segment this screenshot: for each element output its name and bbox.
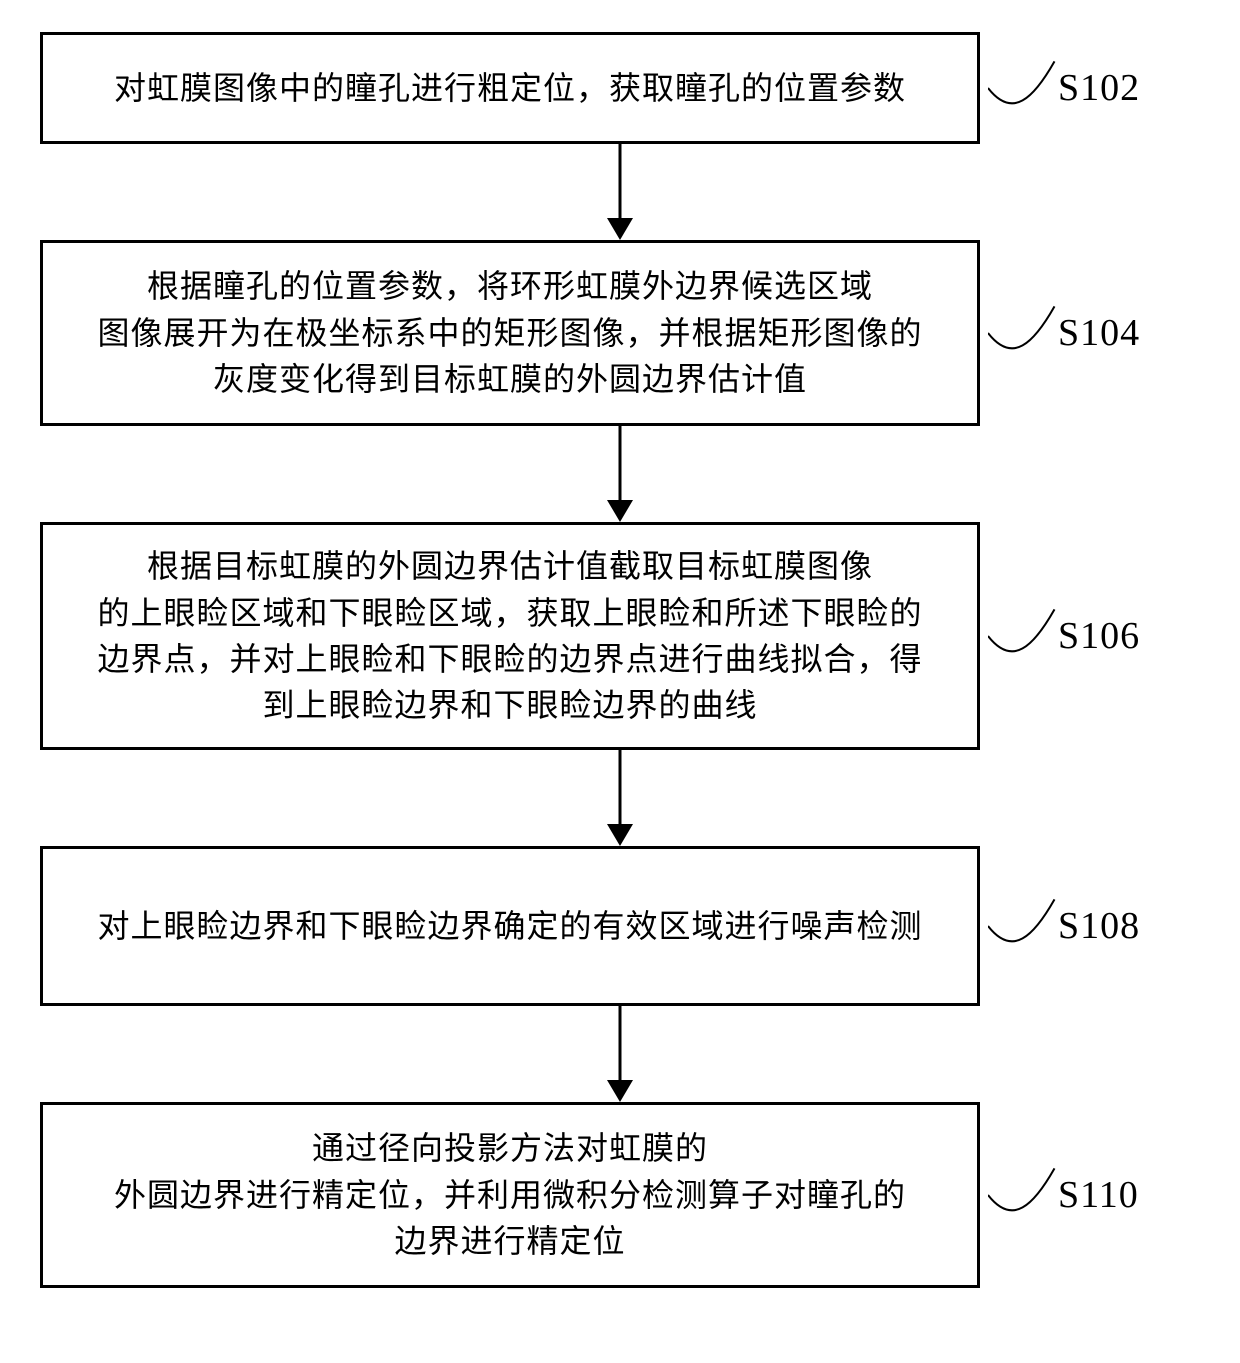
flow-step-box: 对虹膜图像中的瞳孔进行粗定位，获取瞳孔的位置参数 xyxy=(40,32,980,144)
arrow-down-icon xyxy=(590,750,650,846)
flow-step-box: 根据目标虹膜的外圆边界估计值截取目标虹膜图像 的上眼睑区域和下眼睑区域，获取上眼… xyxy=(40,522,980,750)
flow-step-row: 通过径向投影方法对虹膜的 外圆边界进行精定位，并利用微积分检测算子对瞳孔的 边界… xyxy=(40,1102,1200,1288)
flow-step-text: 对虹膜图像中的瞳孔进行粗定位，获取瞳孔的位置参数 xyxy=(114,65,906,111)
flow-step-box: 根据瞳孔的位置参数，将环形虹膜外边界候选区域 图像展开为在极坐标系中的矩形图像，… xyxy=(40,240,980,426)
flow-arrow xyxy=(150,1006,1090,1102)
step-label: S104 xyxy=(1058,311,1140,355)
step-label: S110 xyxy=(1058,1173,1139,1217)
arrow-down-icon xyxy=(590,144,650,240)
flow-step-text: 根据瞳孔的位置参数，将环形虹膜外边界候选区域 图像展开为在极坐标系中的矩形图像，… xyxy=(97,263,922,402)
step-label: S102 xyxy=(1058,66,1140,110)
connector-curve-icon xyxy=(988,298,1058,368)
arrow-down-icon xyxy=(590,1006,650,1102)
flow-step-box: 通过径向投影方法对虹膜的 外圆边界进行精定位，并利用微积分检测算子对瞳孔的 边界… xyxy=(40,1102,980,1288)
flow-step-row: 对上眼睑边界和下眼睑边界确定的有效区域进行噪声检测 S108 xyxy=(40,846,1200,1006)
connector-curve-icon xyxy=(988,1160,1058,1230)
step-label: S108 xyxy=(1058,904,1140,948)
flow-step-box: 对上眼睑边界和下眼睑边界确定的有效区域进行噪声检测 xyxy=(40,846,980,1006)
flowchart-container: 对虹膜图像中的瞳孔进行粗定位，获取瞳孔的位置参数 S102 根据瞳孔的位置参数，… xyxy=(40,32,1200,1288)
arrow-down-icon xyxy=(590,426,650,522)
step-label-group: S110 xyxy=(988,1160,1139,1230)
step-label: S106 xyxy=(1058,614,1140,658)
flow-step-text: 根据目标虹膜的外圆边界估计值截取目标虹膜图像 的上眼睑区域和下眼睑区域，获取上眼… xyxy=(97,543,922,729)
connector-curve-icon xyxy=(988,601,1058,671)
flow-step-row: 对虹膜图像中的瞳孔进行粗定位，获取瞳孔的位置参数 S102 xyxy=(40,32,1200,144)
step-label-group: S102 xyxy=(988,53,1140,123)
step-label-group: S108 xyxy=(988,891,1140,961)
flow-arrow xyxy=(150,144,1090,240)
flow-step-text: 通过径向投影方法对虹膜的 外圆边界进行精定位，并利用微积分检测算子对瞳孔的 边界… xyxy=(114,1125,906,1264)
flow-step-row: 根据目标虹膜的外圆边界估计值截取目标虹膜图像 的上眼睑区域和下眼睑区域，获取上眼… xyxy=(40,522,1200,750)
connector-curve-icon xyxy=(988,891,1058,961)
flow-step-text: 对上眼睑边界和下眼睑边界确定的有效区域进行噪声检测 xyxy=(97,903,922,949)
flow-arrow xyxy=(150,426,1090,522)
flow-arrow xyxy=(150,750,1090,846)
step-label-group: S106 xyxy=(988,601,1140,671)
connector-curve-icon xyxy=(988,53,1058,123)
step-label-group: S104 xyxy=(988,298,1140,368)
flow-step-row: 根据瞳孔的位置参数，将环形虹膜外边界候选区域 图像展开为在极坐标系中的矩形图像，… xyxy=(40,240,1200,426)
